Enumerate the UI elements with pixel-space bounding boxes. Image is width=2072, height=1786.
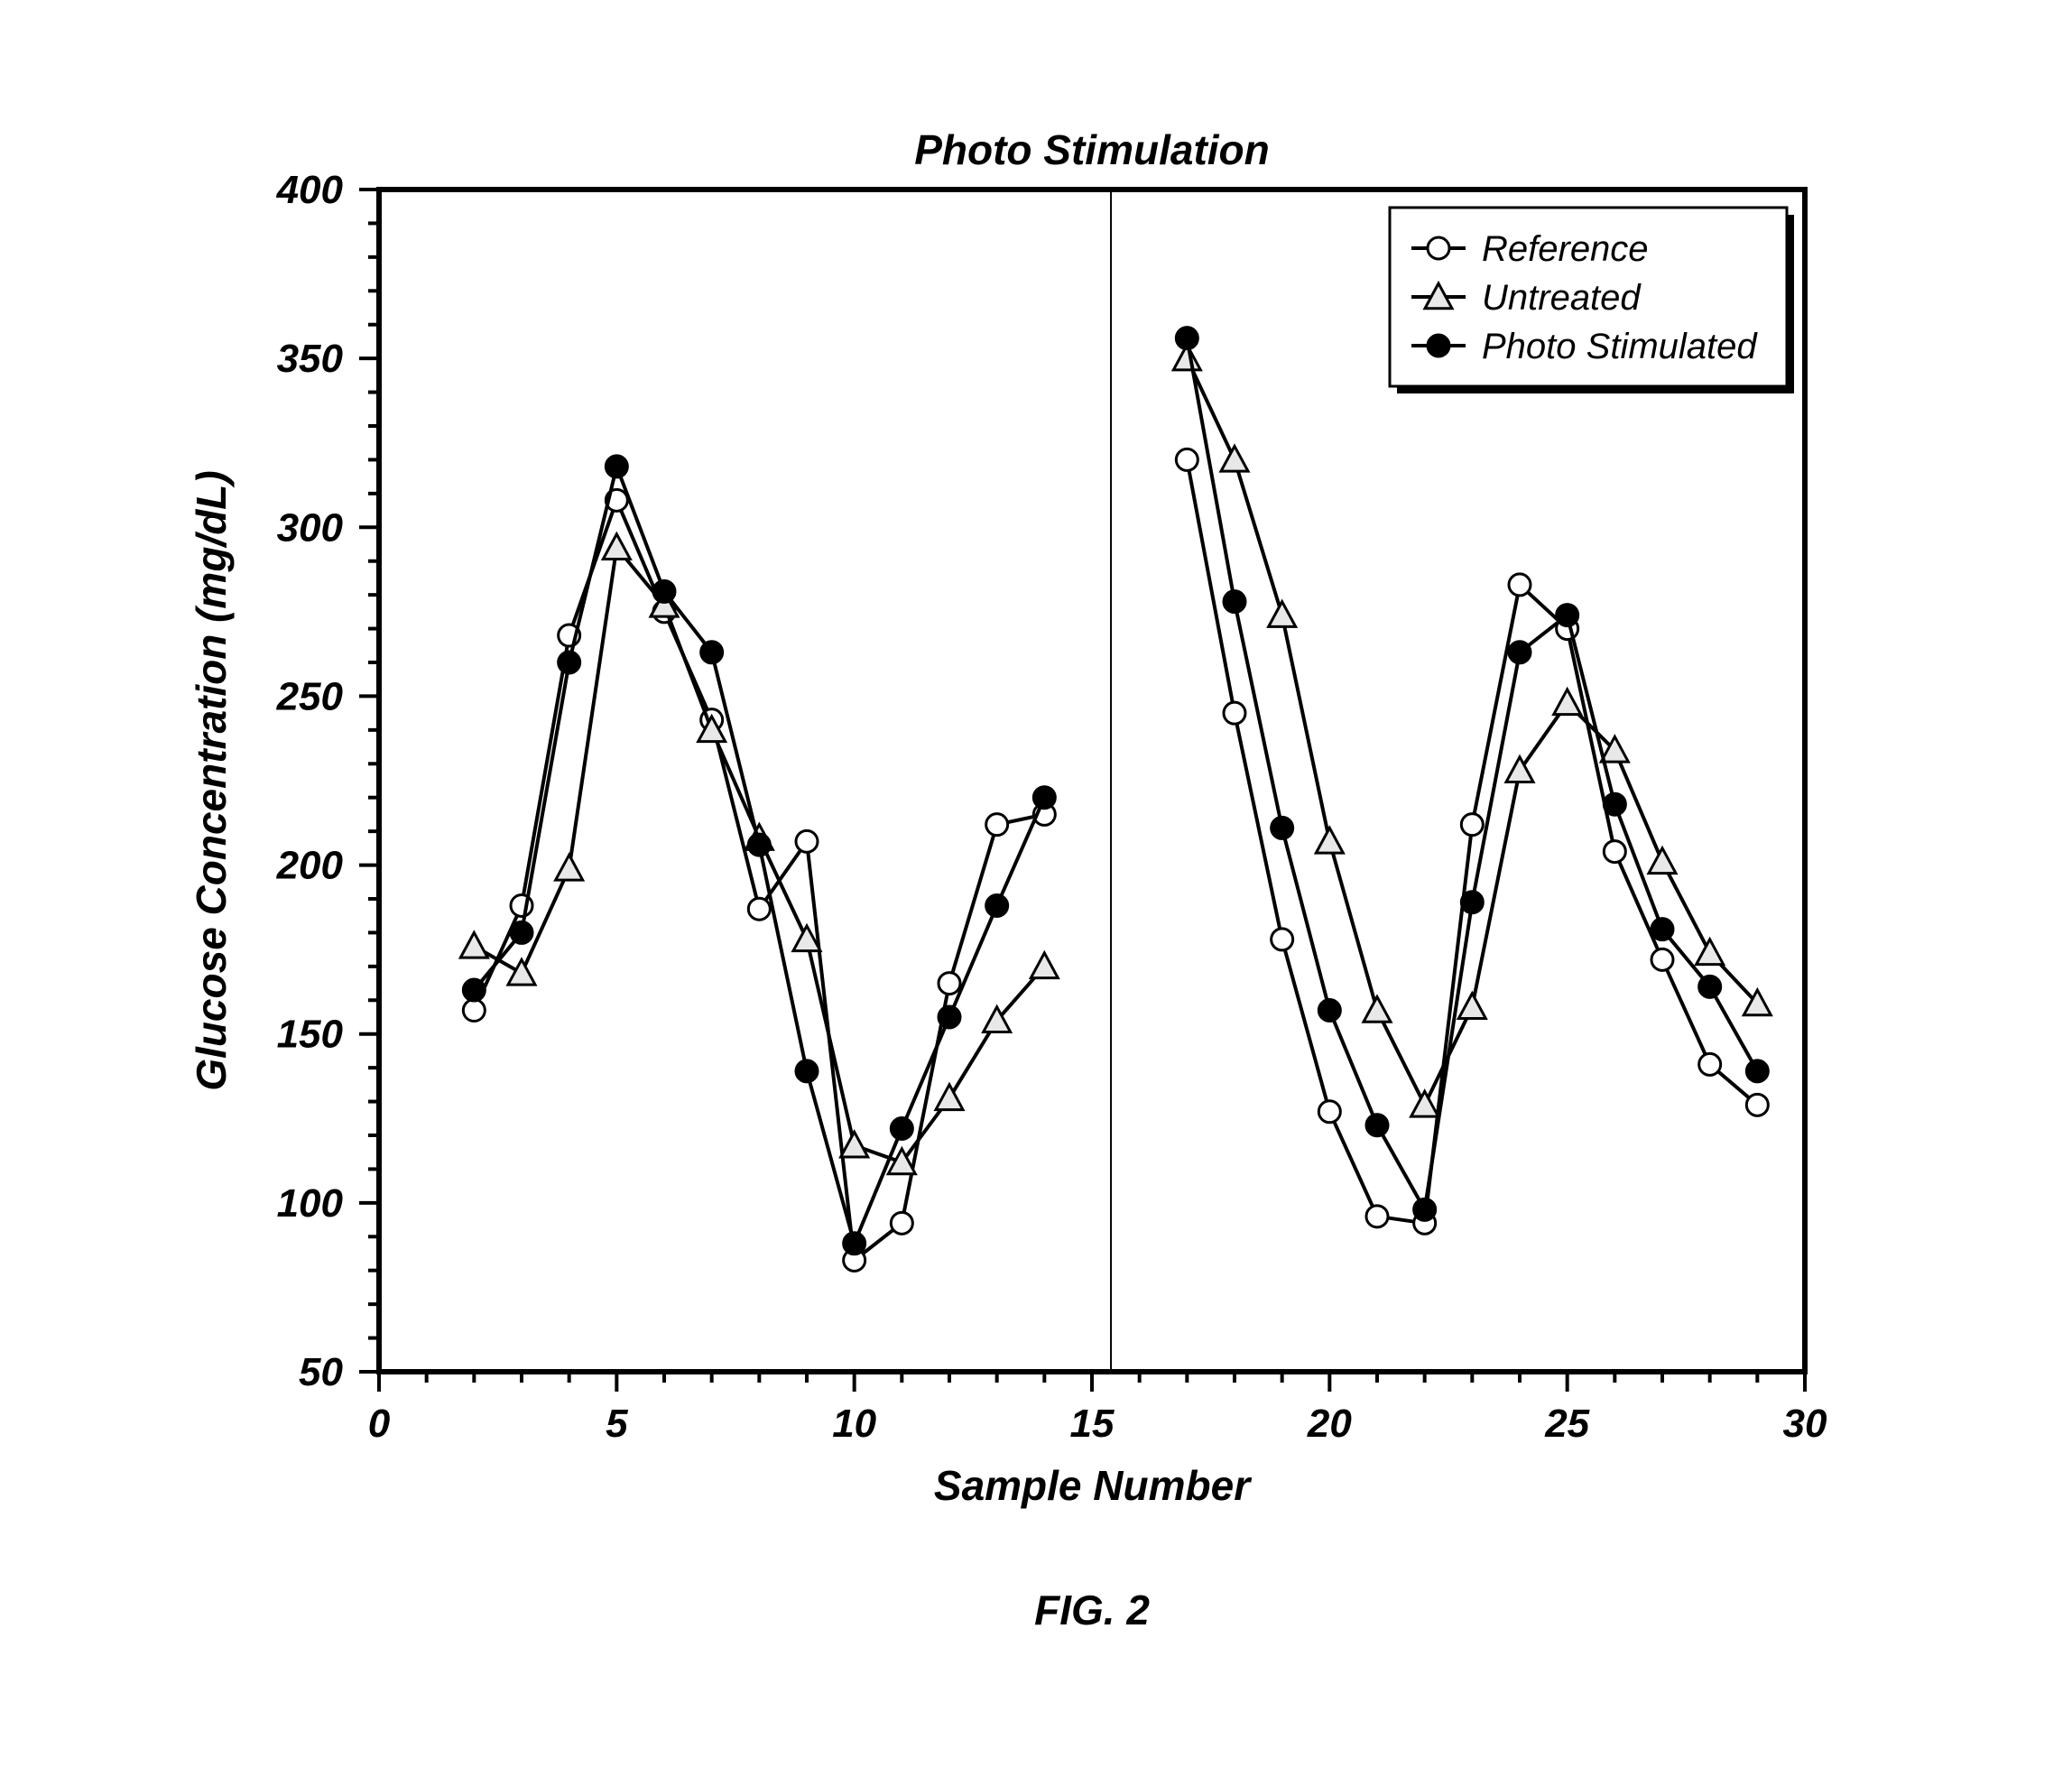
figure-caption: FIG. 2	[1034, 1587, 1150, 1633]
data-point	[1272, 929, 1293, 950]
data-point	[891, 1212, 912, 1234]
chart-svg: 0 5 10 15 20 25 30 50 100 150 200 250 300 350 400 Photo…	[0, 0, 2072, 1786]
data-point	[748, 898, 770, 920]
data-point	[1414, 1198, 1436, 1220]
y-tick-label: 400	[276, 168, 344, 212]
x-tick-label: 10	[832, 1402, 876, 1446]
data-point	[463, 979, 485, 1001]
legend-label: Photo Stimulated	[1482, 327, 1758, 366]
legend-marker	[1428, 237, 1449, 259]
data-point	[1509, 642, 1531, 663]
data-point	[986, 814, 1008, 836]
data-point	[701, 642, 723, 663]
data-point	[1272, 817, 1293, 838]
x-tick-label: 25	[1544, 1402, 1589, 1446]
x-tick-label: 15	[1070, 1402, 1115, 1446]
y-tick-label: 100	[277, 1181, 344, 1226]
y-tick-label: 250	[276, 674, 344, 718]
data-point	[559, 652, 580, 673]
legend-label: Untreated	[1482, 278, 1642, 318]
data-point	[1557, 605, 1578, 626]
x-tick-label: 20	[1307, 1402, 1352, 1446]
data-point	[511, 921, 532, 943]
data-point	[1224, 591, 1245, 613]
data-point	[796, 830, 818, 852]
data-point	[796, 1060, 818, 1082]
data-point	[1651, 919, 1673, 940]
chart-title: Photo Stimulation	[914, 126, 1270, 173]
y-tick-label: 150	[277, 1013, 344, 1057]
data-point	[1366, 1115, 1388, 1136]
data-point	[1699, 976, 1721, 997]
data-point	[1699, 1053, 1721, 1075]
data-point	[891, 1118, 912, 1140]
y-tick-label: 300	[277, 505, 344, 550]
x-tick-label: 30	[1783, 1402, 1827, 1446]
data-point	[939, 973, 960, 995]
data-point	[1366, 1206, 1388, 1227]
data-point	[748, 834, 770, 856]
data-point	[1224, 702, 1245, 724]
data-point	[1509, 574, 1531, 596]
data-point	[653, 580, 675, 602]
data-point	[1033, 787, 1055, 809]
x-axis-label: Sample Number	[934, 1462, 1252, 1509]
data-point	[939, 1006, 960, 1028]
y-tick-label: 50	[299, 1350, 343, 1394]
x-tick-label: 0	[368, 1402, 391, 1446]
data-point	[1318, 1101, 1340, 1123]
y-tick-label: 200	[276, 844, 344, 888]
legend-marker	[1428, 335, 1449, 356]
data-point	[1604, 793, 1625, 815]
data-point	[844, 1233, 865, 1254]
y-axis-label: Glucose Concentration (mg/dL)	[188, 470, 235, 1090]
y-tick-label: 350	[277, 337, 344, 381]
x-tick-label: 5	[606, 1402, 628, 1446]
data-point	[606, 456, 627, 477]
data-point	[1318, 1000, 1340, 1022]
legend-label: Reference	[1482, 229, 1649, 269]
data-point	[986, 894, 1008, 916]
data-point	[1176, 328, 1198, 349]
data-point	[1461, 814, 1483, 836]
data-point	[1176, 449, 1198, 470]
data-point	[1746, 1060, 1768, 1082]
data-point	[1746, 1094, 1768, 1115]
data-point	[1461, 892, 1483, 913]
data-point	[463, 1000, 485, 1022]
data-point	[1651, 949, 1673, 970]
figure-page: { "chart": { "type": "line", "title": "P…	[0, 0, 2072, 1786]
data-point	[1604, 841, 1625, 863]
